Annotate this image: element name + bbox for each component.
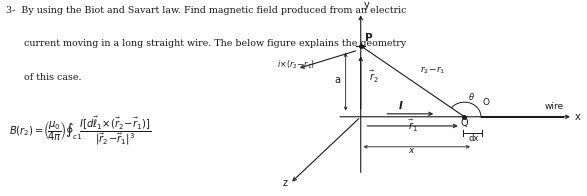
- Text: y: y: [364, 0, 370, 10]
- Text: P: P: [365, 33, 372, 43]
- Text: O: O: [483, 98, 490, 107]
- Text: x: x: [408, 146, 413, 155]
- Text: $r_2\!-\!r_1$: $r_2\!-\!r_1$: [420, 65, 445, 76]
- Text: current moving in a long straight wire. The below figure explains the geometry: current moving in a long straight wire. …: [6, 39, 406, 48]
- Text: $\vec{r}_2$: $\vec{r}_2$: [369, 69, 379, 85]
- Text: $\vec{r}_1$: $\vec{r}_1$: [408, 118, 417, 134]
- Text: $\theta$: $\theta$: [468, 91, 475, 102]
- Text: $i\!\times\!(r_2\!-\!r_1)$: $i\!\times\!(r_2\!-\!r_1)$: [277, 59, 315, 71]
- Text: x: x: [575, 112, 581, 122]
- Text: wire: wire: [545, 102, 564, 111]
- Text: z: z: [283, 178, 288, 188]
- Text: 3-  By using the Biot and Savart law. Find magnetic field produced from an elect: 3- By using the Biot and Savart law. Fin…: [6, 6, 406, 15]
- Text: $B(r_2)=\!\left(\!\dfrac{\mu_0}{4\pi}\!\right)\oint_{c1}\!\dfrac{I[d\vec{\ell}_1: $B(r_2)=\!\left(\!\dfrac{\mu_0}{4\pi}\!\…: [9, 114, 151, 147]
- Text: dx: dx: [468, 134, 478, 143]
- Text: a: a: [335, 74, 341, 84]
- Text: of this case.: of this case.: [6, 73, 82, 82]
- Text: Q: Q: [461, 118, 468, 128]
- Text: I: I: [399, 101, 402, 111]
